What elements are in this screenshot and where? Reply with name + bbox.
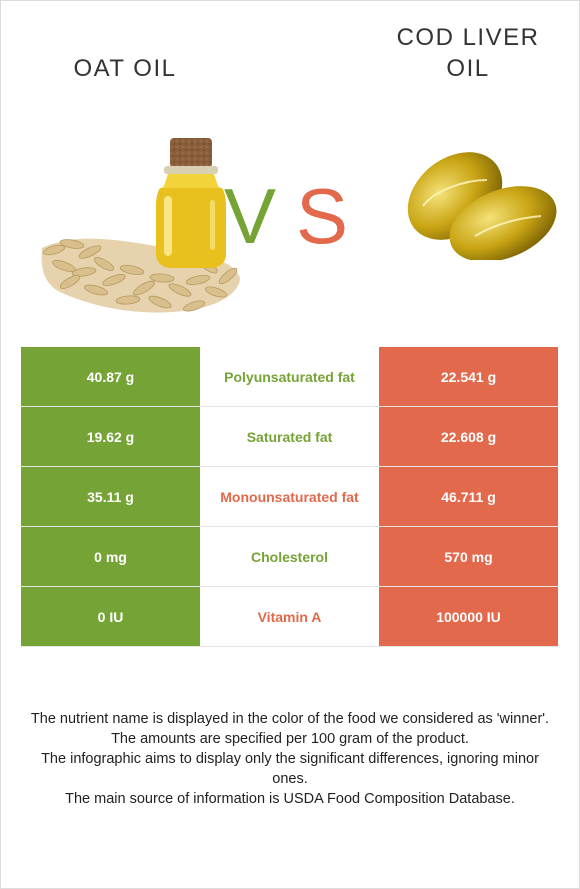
footnote: The nutrient name is displayed in the co… [30, 709, 550, 809]
footnote-line-4: The main source of information is USDA F… [65, 791, 515, 807]
oat-oil-value: 0 IU [21, 586, 200, 647]
softgel-capsule-front [449, 186, 557, 260]
food-title-cod-liver-oil-line2: OIL [446, 55, 490, 82]
oat-oil-value: 0 mg [21, 526, 200, 587]
footnote-line-2: The amounts are specified per 100 gram o… [111, 731, 469, 747]
food-title-oat-oil-text: OAT OIL [73, 55, 177, 82]
cod-liver-oil-image [407, 152, 557, 260]
food-title-cod-liver-oil-line1: COD LIVER [396, 24, 540, 51]
nutrient-name: Vitamin A [200, 586, 379, 647]
nutrient-name: Cholesterol [200, 526, 379, 587]
table-row: 35.11 g Monounsaturated fat 46.711 g [21, 466, 558, 527]
table-row: 0 IU Vitamin A 100000 IU [21, 586, 558, 647]
oat-oil-value: 40.87 g [21, 347, 200, 407]
footnote-line-1: The nutrient name is displayed in the co… [30, 711, 550, 727]
cod-liver-oil-value: 22.608 g [379, 406, 558, 467]
oat-oil-image [41, 138, 240, 313]
cod-liver-oil-value: 46.711 g [379, 466, 558, 527]
vs-letter-v: V [224, 172, 277, 260]
footnote-line-3: The infographic aims to display only the… [41, 751, 539, 787]
nutrient-name: Monounsaturated fat [200, 466, 379, 527]
table-row: 0 mg Cholesterol 570 mg [21, 526, 558, 587]
vs-letter-s: S [296, 172, 349, 260]
table-row: 40.87 g Polyunsaturated fat 22.541 g [21, 347, 558, 407]
cod-liver-oil-value: 22.541 g [379, 347, 558, 407]
cod-liver-oil-value: 570 mg [379, 526, 558, 587]
nutrient-name: Polyunsaturated fat [200, 347, 379, 407]
oat-oil-value: 19.62 g [21, 406, 200, 467]
cod-liver-oil-value: 100000 IU [379, 586, 558, 647]
nutrient-name: Saturated fat [200, 406, 379, 467]
table-row: 19.62 g Saturated fat 22.608 g [21, 406, 558, 467]
oil-bottle [156, 138, 226, 268]
oat-oil-value: 35.11 g [21, 466, 200, 527]
food-title-cod-liver-oil: COD LIVER OIL [364, 22, 572, 84]
comparison-table: 40.87 g Polyunsaturated fat 22.541 g 19.62 … [21, 347, 558, 647]
food-title-oat-oil: OAT OIL [35, 53, 215, 84]
